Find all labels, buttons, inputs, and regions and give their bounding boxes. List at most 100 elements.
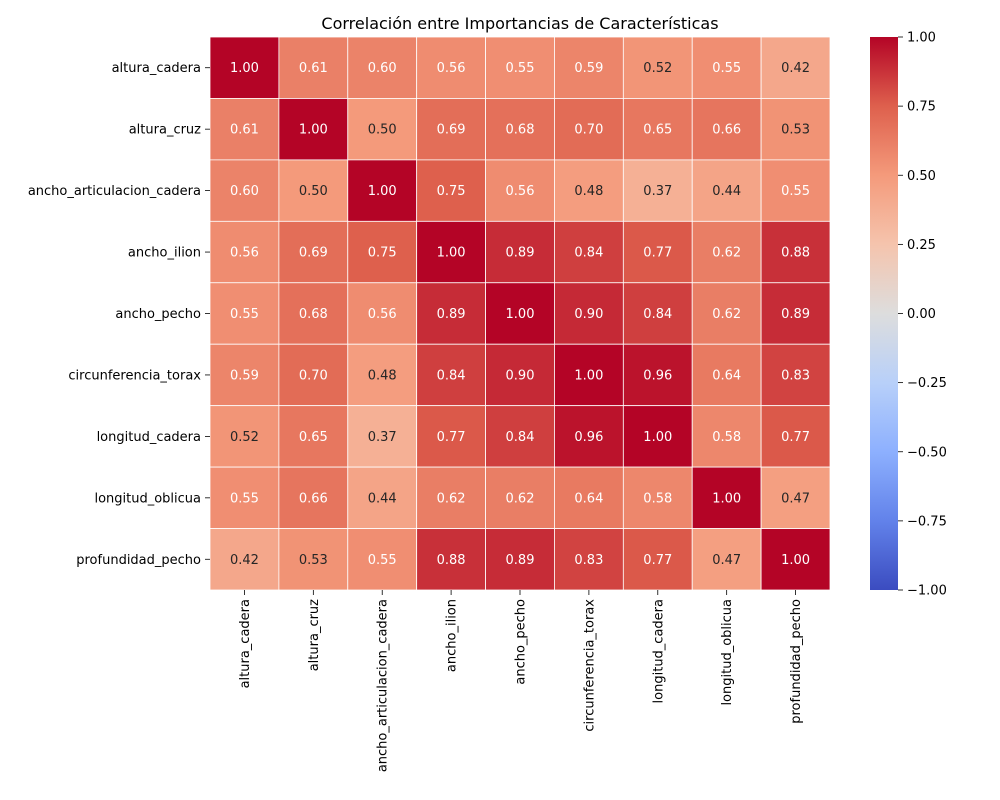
heatmap-cell <box>622 528 693 591</box>
colorbar-tick-label: −0.25 <box>907 376 947 391</box>
cell-value-label: 0.61 <box>299 61 328 76</box>
colorbar-tick-label: 0.50 <box>907 169 936 184</box>
cell-value-label: 0.47 <box>712 553 741 568</box>
colorbar-tick-label: 0.25 <box>907 238 936 253</box>
cell-value-label: 0.88 <box>781 246 810 261</box>
heatmap-cell <box>622 98 693 161</box>
cell-value-label: 1.00 <box>368 184 397 199</box>
colorbar-tick-label: 0.00 <box>907 307 936 322</box>
heatmap-cell <box>278 405 349 468</box>
cell-value-label: 0.84 <box>437 368 466 383</box>
cell-value-label: 0.83 <box>574 553 603 568</box>
cell-value-label: 0.50 <box>368 123 397 138</box>
cell-value-label: 0.70 <box>299 368 328 383</box>
cell-value-label: 0.55 <box>506 61 535 76</box>
cell-value-label: 0.68 <box>506 123 535 138</box>
cell-value-label: 0.64 <box>574 491 603 506</box>
cell-value-label: 0.58 <box>643 491 672 506</box>
heatmap-cell <box>760 98 831 161</box>
heatmap-cell <box>209 466 280 529</box>
x-axis-tick-label: ancho_articulacion_cadera <box>376 599 391 772</box>
colorbar-tick-label: −1.00 <box>907 584 947 599</box>
colorbar-ticks: 1.00 0.75 0.50 0.25 0.00 −0.25 −0.50 −0.75 −1.00 <box>898 31 947 599</box>
heatmap-cell <box>209 282 280 345</box>
colorbar: 1.00 0.75 0.50 0.25 0.00 −0.25 −0.50 −0.75 −1.00 <box>870 31 947 599</box>
cell-value-label: 0.52 <box>230 430 259 445</box>
cell-value-label: 0.68 <box>299 307 328 322</box>
cell-value-label: 0.77 <box>437 430 466 445</box>
cell-value-label: 0.69 <box>437 123 466 138</box>
heatmap-cell <box>416 466 486 529</box>
cell-value-label: 0.56 <box>230 246 259 261</box>
cell-value-label: 0.59 <box>574 61 603 76</box>
heatmap-cell <box>416 98 486 161</box>
cell-value-label: 0.37 <box>643 184 672 199</box>
heatmap-cell <box>691 343 762 407</box>
cell-value-label: 0.60 <box>368 61 397 76</box>
cell-value-label: 0.62 <box>506 491 535 506</box>
heatmap-cell <box>278 343 349 407</box>
heatmap-cells <box>209 36 831 591</box>
heatmap-cell <box>347 36 418 99</box>
heatmap-cell-labels: 1.00 0.61 0.60 0.56 0.55 0.59 0.52 0.55 0.42 0.61… <box>230 61 810 568</box>
cell-value-label: 0.42 <box>781 61 810 76</box>
cell-value-label: 0.55 <box>230 307 259 322</box>
heatmap-cell <box>622 405 693 468</box>
heatmap-cell <box>691 98 762 161</box>
heatmap-cell <box>622 159 693 222</box>
y-axis-tick-label: altura_cadera <box>112 61 201 76</box>
heatmap-cell <box>485 343 555 407</box>
cell-value-label: 1.00 <box>712 491 741 506</box>
heatmap-cell <box>485 159 555 222</box>
cell-value-label: 0.58 <box>712 430 741 445</box>
y-axis-tick-label: profundidad_pecho <box>76 553 201 568</box>
cell-value-label: 0.48 <box>574 184 603 199</box>
x-axis-tick-label: ancho_ilion <box>445 599 460 672</box>
y-axis-tick-label: longitud_oblicua <box>94 491 201 506</box>
cell-value-label: 0.44 <box>368 491 397 506</box>
heatmap-cell <box>691 36 762 99</box>
cell-value-label: 1.00 <box>506 307 535 322</box>
heatmap-cell <box>347 528 418 591</box>
cell-value-label: 0.62 <box>712 246 741 261</box>
heatmap-cell <box>347 282 418 345</box>
cell-value-label: 0.96 <box>643 368 672 383</box>
heatmap-cell <box>622 282 693 345</box>
x-axis-tick-label: altura_cruz <box>307 599 322 671</box>
colorbar-tick-label: −0.75 <box>907 514 947 529</box>
chart-title: Correlación entre Importancias de Caract… <box>321 14 718 33</box>
heatmap-cell <box>209 343 280 407</box>
y-axis-tick-label: ancho_ilion <box>128 246 201 261</box>
cell-value-label: 0.52 <box>643 61 672 76</box>
cell-value-label: 1.00 <box>230 61 259 76</box>
cell-value-label: 0.55 <box>368 553 397 568</box>
heatmap-cell <box>554 36 624 99</box>
cell-value-label: 0.42 <box>230 553 259 568</box>
cell-value-label: 0.66 <box>712 123 741 138</box>
cell-value-label: 0.62 <box>712 307 741 322</box>
y-axis-tick-labels: altura_cadera altura_cruz ancho_articulaci… <box>28 61 210 568</box>
y-axis-tick-label: ancho_pecho <box>115 307 201 322</box>
cell-value-label: 0.55 <box>230 491 259 506</box>
heatmap-cell <box>347 159 418 222</box>
heatmap-cell <box>209 220 280 284</box>
heatmap-cell <box>278 159 349 222</box>
heatmap-cell <box>347 98 418 161</box>
cell-value-label: 0.56 <box>437 61 466 76</box>
colorbar-tick-label: 0.75 <box>907 100 936 115</box>
cell-value-label: 0.75 <box>368 246 397 261</box>
cell-value-label: 0.90 <box>506 368 535 383</box>
cell-value-label: 0.96 <box>574 430 603 445</box>
x-axis-tick-label: ancho_pecho <box>514 599 529 685</box>
cell-value-label: 0.65 <box>643 123 672 138</box>
heatmap-cell <box>416 36 486 99</box>
cell-value-label: 0.59 <box>230 368 259 383</box>
x-axis-tick-label: longitud_cadera <box>651 599 666 703</box>
cell-value-label: 0.84 <box>574 246 603 261</box>
heatmap-cell <box>416 343 486 407</box>
heatmap-cell <box>760 528 831 591</box>
heatmap-cell <box>416 220 486 284</box>
heatmap-cell <box>760 220 831 284</box>
cell-value-label: 1.00 <box>299 123 328 138</box>
